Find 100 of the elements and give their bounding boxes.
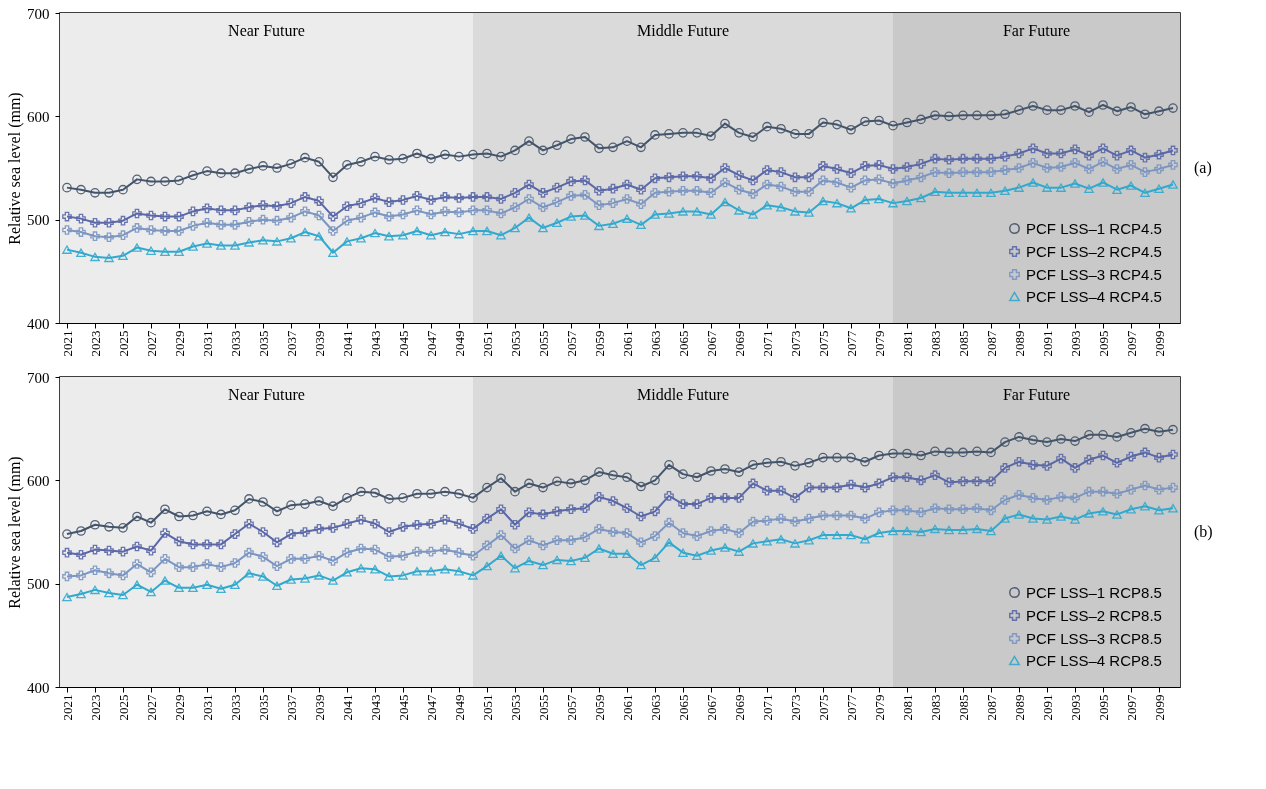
x-tick-label: 2043 bbox=[367, 694, 383, 721]
x-tick-label: 2025 bbox=[115, 694, 131, 721]
x-tick-label: 2051 bbox=[479, 694, 495, 721]
x-tick-label: 2027 bbox=[143, 330, 159, 357]
x-tick-label: 2063 bbox=[647, 330, 663, 357]
y-axis-title: Relative sea level (mm) bbox=[6, 456, 24, 609]
x-tick-label: 2071 bbox=[759, 694, 775, 721]
x-tick-label: 2037 bbox=[283, 330, 299, 357]
x-tick-label: 2083 bbox=[927, 694, 943, 721]
x-tick-label: 2033 bbox=[227, 694, 243, 721]
x-tick-label: 2083 bbox=[927, 330, 943, 357]
x-tick-label: 2025 bbox=[115, 330, 131, 357]
y-axis-title: Relative sea level (mm) bbox=[6, 92, 24, 245]
x-tick-label: 2057 bbox=[563, 694, 579, 721]
x-tick-label: 2055 bbox=[535, 330, 551, 357]
legend-label: PCF LSS–4 RCP4.5 bbox=[1026, 287, 1162, 305]
band-label: Far Future bbox=[1002, 22, 1071, 39]
x-tick-label: 2051 bbox=[479, 330, 495, 357]
legend-label: PCF LSS–1 RCP4.5 bbox=[1026, 219, 1162, 237]
x-tick-label: 2081 bbox=[899, 694, 915, 721]
x-tick-label: 2031 bbox=[199, 694, 215, 721]
text: (a) bbox=[1194, 159, 1212, 177]
x-tick-label: 2079 bbox=[871, 694, 887, 721]
x-tick-label: 2021 bbox=[59, 330, 75, 357]
y-tick-label: 600 bbox=[27, 108, 50, 125]
x-tick-label: 2091 bbox=[1039, 694, 1055, 721]
x-tick-label: 2053 bbox=[507, 694, 523, 721]
legend-label: PCF LSS–3 RCP4.5 bbox=[1026, 265, 1162, 283]
x-tick-label: 2059 bbox=[591, 330, 607, 357]
x-tick-label: 2069 bbox=[731, 694, 747, 721]
x-tick-label: 2099 bbox=[1151, 330, 1167, 357]
y-tick-label: 700 bbox=[27, 369, 50, 386]
x-tick-label: 2041 bbox=[339, 694, 355, 721]
x-tick-label: 2023 bbox=[87, 694, 103, 721]
x-tick-label: 2061 bbox=[619, 330, 635, 357]
x-tick-label: 2087 bbox=[983, 694, 999, 721]
x-tick-label: 2095 bbox=[1095, 330, 1111, 357]
legend-label: PCF LSS–4 RCP8.5 bbox=[1026, 651, 1162, 669]
x-tick-label: 2045 bbox=[395, 330, 411, 357]
x-tick-label: 2033 bbox=[227, 330, 243, 357]
legend-label: PCF LSS–1 RCP8.5 bbox=[1026, 583, 1162, 601]
x-tick-label: 2049 bbox=[451, 330, 467, 357]
x-tick-label: 2049 bbox=[451, 694, 467, 721]
x-tick-label: 2023 bbox=[87, 330, 103, 357]
x-tick-label: 2039 bbox=[311, 330, 327, 357]
x-tick-label: 2047 bbox=[423, 694, 439, 721]
x-tick-label: 2077 bbox=[843, 694, 859, 721]
x-tick-label: 2053 bbox=[507, 330, 523, 357]
y-tick-label: 400 bbox=[27, 679, 50, 696]
y-tick-label: 400 bbox=[27, 315, 50, 332]
legend-label: PCF LSS–3 RCP8.5 bbox=[1026, 629, 1162, 647]
x-tick-label: 2067 bbox=[703, 694, 719, 721]
x-tick-label: 2095 bbox=[1095, 694, 1111, 721]
band-label: Near Future bbox=[228, 386, 305, 403]
x-tick-label: 2065 bbox=[675, 330, 691, 357]
text: (b) bbox=[1194, 523, 1213, 541]
x-tick-label: 2035 bbox=[255, 694, 271, 721]
x-tick-label: 2077 bbox=[843, 330, 859, 357]
band-label: Near Future bbox=[228, 22, 305, 39]
x-tick-label: 2041 bbox=[339, 330, 355, 357]
x-tick-label: 2055 bbox=[535, 694, 551, 721]
y-tick-label: 500 bbox=[27, 212, 50, 229]
x-tick-label: 2075 bbox=[815, 330, 831, 357]
x-tick-label: 2091 bbox=[1039, 330, 1055, 357]
band-label: Middle Future bbox=[637, 386, 729, 403]
x-tick-label: 2089 bbox=[1011, 330, 1027, 357]
legend-label: PCF LSS–2 RCP8.5 bbox=[1026, 606, 1162, 624]
x-tick-label: 2099 bbox=[1151, 694, 1167, 721]
x-tick-label: 2097 bbox=[1123, 694, 1139, 721]
x-tick-label: 2073 bbox=[787, 330, 803, 357]
x-tick-label: 2073 bbox=[787, 694, 803, 721]
x-tick-label: 2029 bbox=[171, 330, 187, 357]
x-tick-label: 2021 bbox=[59, 694, 75, 721]
x-tick-label: 2085 bbox=[955, 330, 971, 357]
x-tick-label: 2061 bbox=[619, 694, 635, 721]
x-tick-label: 2035 bbox=[255, 330, 271, 357]
x-tick-label: 2045 bbox=[395, 694, 411, 721]
x-tick-label: 2097 bbox=[1123, 330, 1139, 357]
x-tick-label: 2031 bbox=[199, 330, 215, 357]
x-tick-label: 2087 bbox=[983, 330, 999, 357]
x-tick-label: 2085 bbox=[955, 694, 971, 721]
x-tick-label: 2069 bbox=[731, 330, 747, 357]
band-label: Far Future bbox=[1002, 386, 1071, 403]
y-tick-label: 600 bbox=[27, 472, 50, 489]
x-tick-label: 2027 bbox=[143, 694, 159, 721]
x-tick-label: 2089 bbox=[1011, 694, 1027, 721]
x-tick-label: 2059 bbox=[591, 694, 607, 721]
x-tick-label: 2071 bbox=[759, 330, 775, 357]
x-tick-label: 2043 bbox=[367, 330, 383, 357]
x-tick-label: 2063 bbox=[647, 694, 663, 721]
x-tick-label: 2029 bbox=[171, 694, 187, 721]
y-tick-label: 700 bbox=[27, 5, 50, 22]
x-tick-label: 2079 bbox=[871, 330, 887, 357]
legend-label: PCF LSS–2 RCP4.5 bbox=[1026, 242, 1162, 260]
x-tick-label: 2065 bbox=[675, 694, 691, 721]
x-tick-label: 2057 bbox=[563, 330, 579, 357]
x-tick-label: 2093 bbox=[1067, 330, 1083, 357]
x-tick-label: 2039 bbox=[311, 694, 327, 721]
x-tick-label: 2081 bbox=[899, 330, 915, 357]
x-tick-label: 2037 bbox=[283, 694, 299, 721]
